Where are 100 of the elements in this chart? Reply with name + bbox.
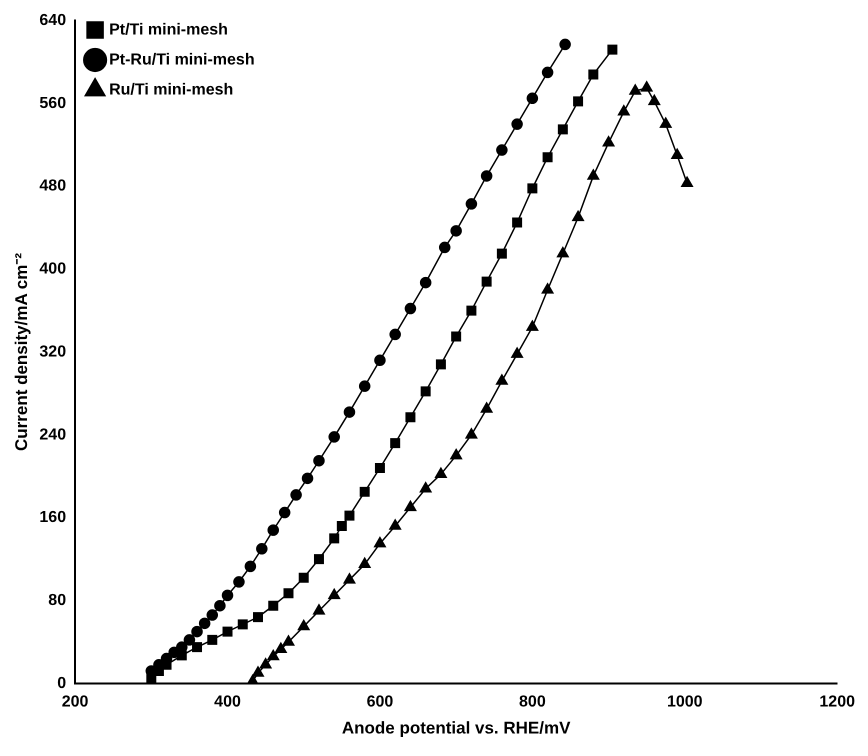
point: [358, 558, 371, 568]
point: [572, 210, 584, 222]
point: [496, 374, 508, 385]
point: [222, 590, 234, 602]
point: [233, 576, 245, 588]
point: [511, 347, 524, 358]
point: [512, 218, 522, 228]
point: [404, 302, 416, 314]
point: [252, 666, 264, 677]
y-tick-label: 80: [48, 592, 66, 609]
point: [260, 658, 272, 669]
point: [184, 634, 196, 646]
point: [198, 618, 210, 630]
point: [282, 635, 294, 646]
point: [559, 38, 571, 50]
point: [192, 642, 202, 652]
point: [556, 246, 569, 258]
point: [602, 136, 615, 147]
y-tick-label: 320: [39, 343, 66, 360]
point: [640, 81, 653, 92]
point: [328, 431, 340, 443]
y-tick-label: 640: [39, 12, 66, 30]
point: [313, 454, 325, 466]
point: [191, 626, 203, 638]
point: [542, 66, 554, 78]
point: [648, 94, 660, 106]
point: [450, 448, 462, 460]
point: [206, 609, 218, 621]
point: [451, 331, 462, 342]
point: [587, 169, 600, 180]
x-tick-label: 1200: [819, 693, 856, 710]
point: [176, 650, 187, 660]
point: [256, 543, 268, 555]
point: [313, 604, 325, 615]
legend-label: Ru/Ti mini-mesh: [109, 81, 234, 98]
point: [526, 92, 538, 104]
point: [244, 560, 256, 572]
point: [389, 328, 401, 340]
y-tick-label: 400: [39, 260, 66, 278]
point: [466, 306, 476, 316]
point: [671, 148, 684, 159]
point: [374, 354, 386, 366]
point: [438, 242, 450, 254]
point: [238, 619, 248, 630]
point: [482, 276, 492, 287]
point: [267, 524, 279, 536]
point: [344, 406, 356, 418]
point: [314, 554, 324, 564]
point: [344, 573, 356, 584]
point: [278, 506, 290, 518]
point: [420, 276, 432, 288]
point: [358, 380, 370, 392]
point: [207, 634, 218, 645]
x-tick-label: 200: [62, 693, 89, 710]
point: [146, 673, 156, 684]
point: [298, 572, 309, 583]
point: [214, 600, 226, 612]
point: [274, 642, 287, 653]
point: [465, 428, 478, 439]
legend-label: Pt/Ti mini-mesh: [109, 21, 228, 38]
point: [558, 124, 568, 134]
point: [360, 486, 370, 497]
point: [344, 510, 354, 521]
point: [660, 117, 672, 128]
y-tick-label: 240: [39, 426, 66, 444]
point: [329, 533, 340, 544]
point: [404, 500, 416, 512]
point: [290, 489, 302, 501]
point: [328, 588, 340, 600]
x-axis-title: Anode potential vs. RHE/mV: [342, 718, 572, 738]
point: [607, 44, 618, 55]
point: [629, 84, 642, 95]
x-tick-label: 400: [214, 693, 241, 710]
point: [681, 176, 694, 187]
point: [420, 482, 432, 492]
point: [480, 402, 493, 413]
point: [222, 626, 233, 637]
point: [527, 183, 538, 194]
legend-label: Pt-Ru/Ti mini-mesh: [109, 51, 255, 68]
point: [283, 588, 294, 598]
point: [496, 248, 507, 259]
point: [466, 198, 478, 210]
point: [542, 283, 554, 294]
y-tick-label: 480: [39, 178, 66, 195]
point: [420, 386, 431, 396]
point: [618, 104, 630, 116]
point: [374, 536, 386, 548]
y-tick-label: 560: [39, 94, 66, 112]
point: [511, 118, 523, 130]
point: [267, 650, 280, 660]
point: [526, 320, 538, 331]
point: [588, 69, 598, 80]
x-tick-label: 600: [366, 693, 394, 710]
point: [436, 359, 446, 370]
point: [298, 620, 310, 630]
point: [542, 152, 553, 162]
point: [268, 600, 278, 611]
point: [389, 519, 402, 530]
point: [480, 170, 492, 182]
point: [405, 412, 416, 422]
